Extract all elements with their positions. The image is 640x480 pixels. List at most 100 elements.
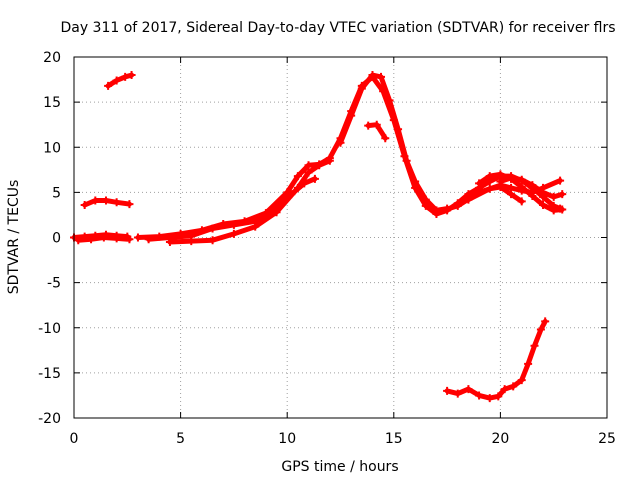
data-point [500, 385, 509, 394]
y-tick-label: 0 [52, 231, 61, 247]
data-point [517, 175, 526, 184]
data-point [443, 386, 452, 395]
data-point [87, 235, 96, 244]
series-arc-12 [364, 120, 390, 143]
x-tick-label: 10 [278, 431, 296, 447]
data-point [325, 156, 334, 165]
data-point [229, 229, 238, 238]
data-point [411, 177, 420, 186]
data-point [549, 192, 558, 201]
data-point [528, 181, 537, 190]
data-point [187, 237, 196, 246]
data-point [394, 125, 403, 134]
series-line-arc-peak-b [338, 72, 450, 213]
data-point [377, 72, 386, 81]
data-point [127, 71, 136, 80]
data-point [539, 188, 548, 197]
data-point [364, 121, 373, 130]
series-arc-near-zero-early-b [74, 233, 134, 245]
x-tick-label: 5 [176, 431, 185, 447]
data-point [304, 161, 313, 170]
data-point [517, 182, 526, 191]
data-point [385, 96, 394, 105]
data-point [357, 84, 366, 93]
data-point [133, 233, 142, 242]
x-tick-label: 0 [70, 431, 79, 447]
series-arc-late-d [496, 173, 567, 201]
series-arc-main-c [165, 156, 334, 247]
data-point [251, 222, 260, 231]
data-point [104, 81, 113, 90]
data-point [496, 170, 505, 179]
data-point [121, 72, 130, 81]
series-arc-4-early [80, 196, 134, 210]
series-arc-main-a [133, 72, 565, 242]
data-point [112, 234, 121, 243]
y-tick-label: 15 [43, 95, 61, 111]
series-arc-17-early [104, 71, 136, 90]
data-point [496, 177, 505, 186]
chart-title: Day 311 of 2017, Sidereal Day-to-day VTE… [60, 20, 615, 36]
data-point [208, 224, 217, 233]
data-point [517, 197, 526, 206]
data-point [507, 173, 516, 182]
series-line-arc-negative [444, 318, 548, 401]
data-point [347, 111, 356, 120]
y-tick-label: -20 [38, 411, 61, 427]
x-tick-label: 15 [385, 431, 403, 447]
x-tick-labels: 0 5 10 15 20 25 [70, 431, 616, 447]
data-point [74, 236, 83, 245]
data-point [381, 134, 390, 143]
data-point [368, 71, 377, 80]
x-axis-title: GPS time / hours [281, 459, 398, 475]
data-point [507, 190, 516, 199]
y-tick-label: 5 [52, 185, 61, 201]
data-point [517, 376, 526, 385]
data-point [536, 325, 545, 334]
data-point [80, 201, 89, 210]
data-point [432, 208, 441, 217]
y-tick-label: -10 [38, 321, 61, 337]
series-line-arc-main-a [135, 74, 563, 240]
data-point [144, 235, 153, 244]
y-tick-label: -15 [38, 366, 61, 382]
data-point [464, 195, 473, 204]
data-point [165, 238, 174, 247]
data-point [125, 235, 134, 244]
data-point [494, 392, 503, 401]
series-arc-late-b [464, 182, 526, 206]
data-point [112, 76, 121, 85]
data-point [475, 179, 484, 188]
data-point [485, 172, 494, 181]
x-tick-label: 25 [598, 431, 616, 447]
series-arc-peak-b [336, 71, 452, 215]
data-point [528, 191, 537, 200]
data-point [539, 201, 548, 210]
data-point [524, 359, 533, 368]
y-tick-labels: -20 -15 -10 -5 0 5 10 15 20 [38, 50, 61, 427]
data-point [556, 176, 565, 185]
data-point [453, 389, 462, 398]
data-point [558, 205, 567, 214]
data-point [541, 317, 550, 326]
data-point [509, 382, 518, 391]
data-series [70, 71, 567, 403]
data-point [91, 196, 100, 205]
data-point [402, 156, 411, 165]
plot-frame [73, 56, 608, 419]
y-axis-title: SDTVAR / TECUs [6, 180, 22, 295]
data-point [464, 385, 473, 394]
data-point [112, 198, 121, 207]
data-point [421, 195, 430, 204]
data-point [558, 190, 567, 199]
y-tick-label: 20 [43, 50, 61, 66]
data-point [475, 391, 484, 400]
data-point [336, 138, 345, 147]
data-point [229, 220, 238, 229]
y-tick-label: -5 [47, 276, 61, 292]
series-line-arc-main-c [167, 158, 333, 245]
data-point [485, 394, 494, 403]
data-point [293, 183, 302, 192]
data-point [310, 174, 319, 183]
